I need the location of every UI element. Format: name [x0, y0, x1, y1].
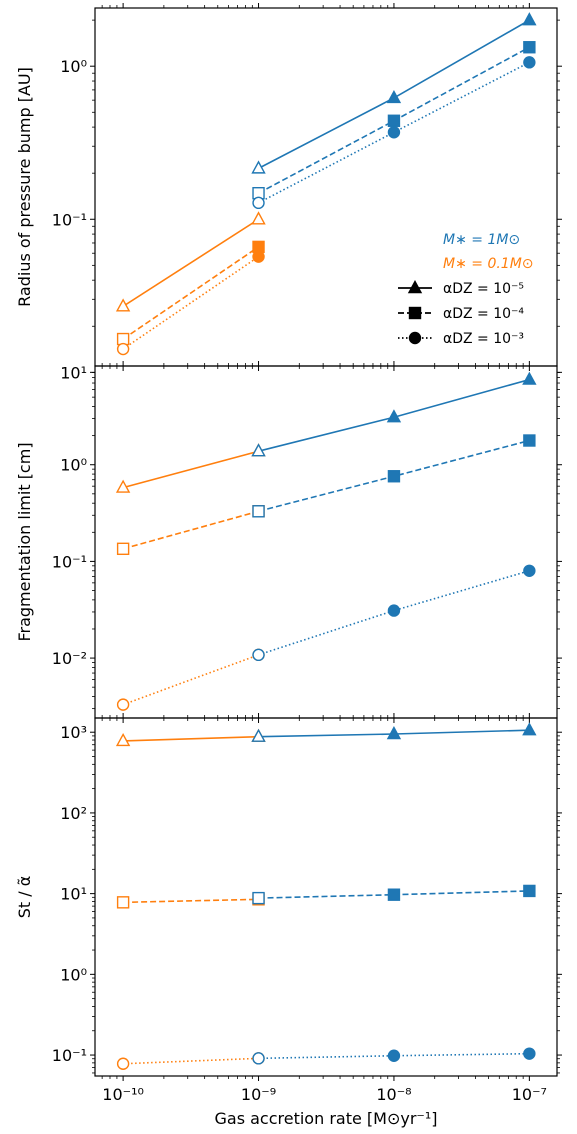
panel-2-series-2-line	[122, 510, 259, 550]
panel-2-ylabel: Fragmentation limit [cm]	[15, 442, 34, 641]
panel-1-series-5-point-3	[523, 41, 536, 54]
panel-1-series-3-line	[122, 255, 259, 350]
panel-2-series-4-point-1	[251, 443, 266, 457]
panel-1-series-3-point-1	[116, 342, 130, 356]
panel-2-series-4-point-3	[522, 371, 537, 385]
panel-1-series-1-point-1	[115, 298, 131, 312]
panel-1-series-6-point-3	[523, 56, 536, 69]
panel-2-series-6-point-1	[252, 648, 265, 662]
panel-3-series-2-line	[123, 898, 259, 904]
xtick-label-3: 10⁻⁸	[376, 1085, 411, 1104]
legend-alpha-2: αDZ = 10⁻⁴	[443, 306, 524, 322]
panel-3-ylabel: St / α̃	[15, 876, 34, 919]
legend-star-1: M∗ = 1M⊙	[443, 232, 520, 248]
xtick-label-2: 10⁻⁹	[241, 1085, 276, 1104]
panel-3-series-6-point-1	[252, 1052, 265, 1065]
panel-2-series-5-point-3	[523, 434, 536, 447]
panel-1-series-5-point-2	[387, 114, 401, 127]
panel-1-ylabel: Radius of pressure bump [AU]	[15, 67, 34, 307]
panel-3-ytick-label-2: 10⁰	[60, 965, 87, 984]
panel-3-frame	[94, 717, 558, 1077]
panel-3-series-1-point-1	[115, 732, 131, 747]
panel-3-series-6-point-3	[523, 1047, 536, 1060]
panel-2-series-5-point-1	[252, 505, 265, 518]
panel-2-series-6-point-2	[387, 604, 401, 617]
panel-1-series-4-point-1	[251, 160, 266, 174]
legend-alpha-1-marker	[407, 280, 423, 294]
panel-2-series-5-point-2	[387, 470, 401, 483]
panel-3-series-3-point-1	[116, 1057, 130, 1070]
panel-2-series-4-point-2	[386, 409, 402, 423]
panel-3-series-2-point-1	[116, 896, 130, 909]
panel-1-series-4-point-3	[522, 12, 537, 26]
panel-3-series-5-point-3	[523, 884, 536, 898]
panel-2-series-1-point-1	[115, 479, 131, 493]
panel-2-series-3-line	[122, 654, 259, 706]
panel-3-series-4-point-1	[251, 728, 266, 742]
panel-3-series-4-point-2	[386, 726, 402, 740]
panel-3-ytick-label-4: 10²	[60, 804, 87, 823]
legend-alpha-2-marker	[408, 306, 422, 320]
panel-2-frame	[94, 365, 558, 719]
panel-1-series-3-point-2	[252, 250, 265, 263]
panel-2-ytick-label-1: 10⁻²	[52, 649, 87, 668]
panel-3-series-3-line	[123, 1057, 259, 1065]
panel-3-ytick-label-3: 10¹	[60, 885, 87, 904]
panel-2-series-2-point-1	[116, 542, 130, 556]
panel-3-ytick-label-5: 10³	[60, 723, 87, 742]
panel-1: 10¹ 10⁻¹ 10⁰ Radius of pressure bump [AU]	[15, 3, 562, 382]
xtick-label-1: 10⁻¹⁰	[102, 1085, 144, 1104]
legend-alpha-1: αDZ = 10⁻⁵	[443, 281, 524, 297]
panel-3: 10⁻¹ 10⁰ 10¹ 10² 10³ St / α̃	[15, 713, 562, 1081]
legend-star-2: M∗ = 0.1M⊙	[443, 256, 534, 272]
panel-1-series-6-point-2	[387, 126, 401, 139]
panel-1-ytick-label-3: 10⁰	[60, 57, 87, 76]
panel-1-series-6-point-1	[252, 196, 265, 210]
xtick-label-4: 10⁻⁷	[512, 1085, 547, 1104]
panel-2-series-6-line	[258, 570, 530, 656]
panel-3-ytick-label-1: 10⁻¹	[52, 1046, 87, 1065]
panel-3-series-1-line	[123, 735, 259, 742]
panel-1-series-2-line	[122, 246, 259, 340]
panel-1-ytick-label-1: 10¹	[60, 363, 87, 382]
panel-1-series-1-line	[122, 218, 259, 307]
panel-3-series-4-point-3	[522, 722, 537, 736]
panel-3-series-5-point-2	[387, 888, 401, 901]
panel-2-ytick-label-2: 10⁻¹	[52, 552, 87, 571]
panel-2-series-1-line	[122, 450, 259, 489]
panel-3-series-5-point-1	[252, 891, 265, 905]
panel-2-series-6-point-3	[523, 564, 536, 577]
panel-3-series-6-point-2	[387, 1049, 401, 1062]
panel-2-ytick-label-3: 10⁰	[60, 456, 87, 475]
x-axis-label: Gas accretion rate [M⊙yr⁻¹]	[214, 1109, 437, 1128]
panel-2: 10⁻² 10⁻¹ 10⁰ Fragmentation limit [cm]	[15, 361, 562, 723]
panel-1-ytick-label-2: 10⁻¹	[52, 210, 87, 229]
panel-3-series-6-line	[258, 1052, 530, 1060]
legend-alpha-3: αDZ = 10⁻³	[443, 331, 524, 347]
legend: M∗ = 1M⊙ M∗ = 0.1M⊙ αDZ = 10⁻⁵ αDZ = 10⁻…	[398, 232, 534, 347]
panel-1-series-4-point-2	[386, 90, 402, 104]
panel-2-series-3-point-1	[116, 698, 130, 711]
legend-alpha-3-marker	[408, 331, 422, 345]
panel-1-series-1-point-2	[251, 211, 266, 225]
